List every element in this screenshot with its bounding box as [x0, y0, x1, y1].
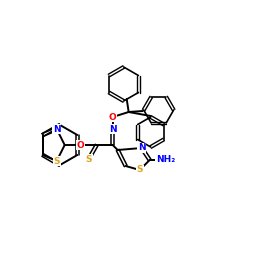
- Text: S: S: [86, 155, 92, 164]
- Text: S: S: [136, 165, 143, 174]
- Text: N: N: [53, 125, 60, 133]
- Text: O: O: [109, 112, 117, 122]
- Text: S: S: [53, 157, 60, 165]
- Text: O: O: [77, 141, 84, 149]
- Text: N: N: [138, 143, 145, 152]
- Text: N: N: [109, 125, 117, 133]
- Text: NH₂: NH₂: [156, 156, 175, 165]
